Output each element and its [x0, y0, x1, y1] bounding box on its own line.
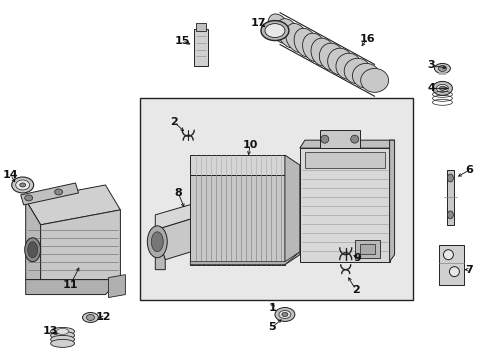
Ellipse shape — [319, 43, 343, 71]
Text: 10: 10 — [242, 140, 257, 150]
Ellipse shape — [335, 53, 361, 79]
Ellipse shape — [293, 28, 317, 57]
Polygon shape — [26, 200, 41, 280]
Text: 9: 9 — [353, 253, 361, 263]
Text: 7: 7 — [465, 265, 472, 275]
Polygon shape — [26, 185, 120, 225]
Ellipse shape — [436, 84, 447, 92]
Polygon shape — [447, 170, 453, 225]
Polygon shape — [319, 130, 359, 148]
Ellipse shape — [310, 38, 334, 66]
Ellipse shape — [278, 310, 290, 319]
Text: 5: 5 — [267, 323, 275, 332]
Text: 16: 16 — [359, 33, 375, 44]
Text: 17: 17 — [250, 18, 265, 28]
Text: 4: 4 — [427, 84, 434, 93]
Polygon shape — [155, 196, 220, 230]
Polygon shape — [41, 210, 120, 280]
Polygon shape — [190, 155, 285, 175]
Ellipse shape — [274, 307, 294, 321]
Text: 8: 8 — [174, 188, 182, 198]
Polygon shape — [190, 252, 299, 265]
Bar — [194, 28, 208, 67]
Ellipse shape — [302, 33, 325, 62]
Polygon shape — [26, 280, 120, 294]
Polygon shape — [20, 183, 79, 205]
Ellipse shape — [350, 135, 358, 143]
Ellipse shape — [282, 312, 287, 316]
Ellipse shape — [261, 21, 288, 41]
Ellipse shape — [24, 195, 33, 201]
Polygon shape — [359, 244, 374, 254]
Ellipse shape — [151, 232, 163, 252]
Ellipse shape — [344, 58, 370, 84]
Bar — [196, 23, 206, 31]
Ellipse shape — [264, 24, 285, 37]
Text: 14: 14 — [3, 170, 19, 180]
Polygon shape — [108, 275, 125, 298]
Ellipse shape — [57, 328, 68, 334]
Ellipse shape — [320, 135, 328, 143]
Ellipse shape — [443, 250, 452, 260]
Text: 11: 11 — [62, 280, 78, 289]
Ellipse shape — [433, 63, 449, 73]
Polygon shape — [155, 230, 165, 270]
Ellipse shape — [439, 86, 445, 90]
Polygon shape — [354, 240, 379, 258]
Ellipse shape — [448, 267, 458, 276]
Ellipse shape — [20, 183, 26, 187]
Text: 1: 1 — [268, 302, 276, 312]
Ellipse shape — [50, 328, 74, 336]
Ellipse shape — [16, 180, 30, 190]
Ellipse shape — [24, 238, 41, 262]
Ellipse shape — [28, 242, 38, 258]
Text: 15: 15 — [174, 36, 189, 46]
Ellipse shape — [50, 339, 74, 347]
Polygon shape — [155, 210, 229, 260]
Polygon shape — [190, 175, 285, 265]
Ellipse shape — [267, 14, 291, 43]
Ellipse shape — [147, 226, 167, 258]
Ellipse shape — [352, 63, 379, 88]
Text: 2: 2 — [170, 117, 178, 127]
Ellipse shape — [431, 81, 451, 95]
Ellipse shape — [50, 332, 74, 339]
Polygon shape — [285, 155, 299, 265]
Ellipse shape — [285, 23, 308, 53]
Text: 3: 3 — [427, 60, 434, 71]
Ellipse shape — [360, 68, 388, 92]
Ellipse shape — [55, 189, 62, 195]
Text: 2: 2 — [351, 284, 359, 294]
Text: 6: 6 — [465, 165, 472, 175]
Text: 12: 12 — [96, 312, 111, 323]
Ellipse shape — [86, 315, 94, 320]
Ellipse shape — [438, 66, 446, 71]
Ellipse shape — [447, 211, 452, 219]
Polygon shape — [299, 148, 389, 262]
Ellipse shape — [82, 312, 98, 323]
Bar — [140, 98, 412, 300]
Ellipse shape — [12, 177, 34, 193]
Polygon shape — [389, 140, 394, 262]
Polygon shape — [439, 245, 464, 285]
Ellipse shape — [327, 48, 352, 75]
Polygon shape — [304, 152, 384, 168]
Ellipse shape — [50, 336, 74, 343]
Text: 13: 13 — [43, 327, 58, 336]
Ellipse shape — [276, 19, 300, 48]
Polygon shape — [299, 140, 394, 148]
Ellipse shape — [447, 174, 452, 182]
